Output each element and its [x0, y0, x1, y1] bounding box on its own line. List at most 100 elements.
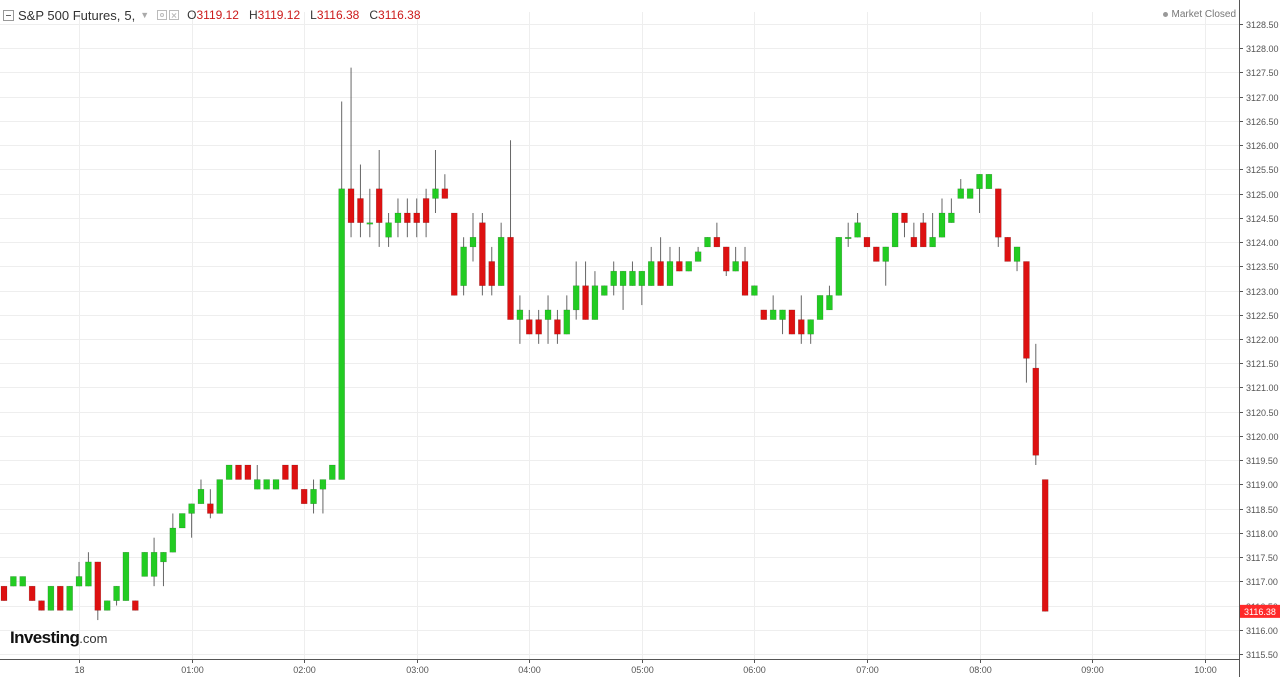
candle-body	[94, 561, 102, 611]
y-tick-label: 3122.50	[1246, 311, 1279, 321]
candle-body	[450, 212, 458, 296]
candle	[38, 600, 45, 611]
candle	[779, 309, 786, 335]
candle	[103, 600, 111, 611]
candle-body	[85, 561, 92, 587]
symbol-title: S&P 500 Futures,	[18, 7, 121, 23]
candle-body	[291, 464, 299, 490]
candle	[957, 179, 965, 199]
candle-body	[357, 198, 364, 223]
candle-body	[385, 222, 392, 238]
axes	[0, 0, 1240, 677]
candle	[366, 188, 374, 238]
low-label: L	[310, 8, 317, 22]
candle-body	[966, 188, 974, 199]
candle	[854, 213, 861, 238]
candle-body	[610, 270, 617, 286]
candle-body	[1041, 479, 1049, 612]
candle-body	[582, 285, 589, 320]
candle	[863, 236, 871, 248]
low-value: 3116.38	[316, 8, 360, 22]
candle	[422, 188, 430, 238]
candle-body	[844, 236, 852, 239]
candle	[122, 551, 130, 601]
candle-body	[0, 585, 8, 601]
candle-body	[479, 222, 486, 286]
candle	[610, 261, 617, 296]
brand-logo[interactable]: Investing.com	[10, 628, 107, 648]
candle	[338, 101, 345, 480]
candle-body	[422, 198, 430, 223]
candle-body	[891, 212, 899, 248]
candle	[28, 585, 36, 601]
x-tick-label: 02:00	[293, 665, 316, 675]
open-label: O	[187, 8, 197, 22]
candle	[1041, 479, 1049, 612]
open-value: 3119.12	[196, 8, 239, 22]
candle-body	[28, 585, 36, 601]
y-tick-label: 3127.00	[1246, 93, 1279, 103]
ohlc-high: H3119.12	[249, 8, 300, 22]
candle	[807, 319, 814, 344]
candle	[741, 246, 749, 296]
candle	[291, 464, 299, 490]
interval-label: 5,	[124, 7, 136, 23]
candle-body	[666, 261, 674, 286]
candle-body	[863, 236, 871, 248]
ohlc-readout: O3119.12 H3119.12 L3116.38 C3116.38	[187, 8, 420, 22]
last-price-box	[1240, 604, 1280, 618]
candle	[85, 552, 92, 587]
chevron-down-icon[interactable]: ▼	[140, 10, 150, 20]
candle-body	[713, 236, 721, 248]
candle-body	[254, 479, 261, 490]
candle	[582, 261, 589, 320]
candle-body	[694, 251, 702, 262]
candle	[882, 246, 889, 286]
candle-body	[319, 479, 327, 490]
candle	[976, 173, 983, 213]
candle-body	[769, 309, 777, 320]
candle	[404, 198, 411, 238]
candle	[769, 295, 777, 320]
collapse-icon[interactable]	[3, 9, 14, 21]
candle-body	[601, 285, 608, 296]
y-tick-label: 3119.00	[1246, 480, 1278, 490]
y-tick-label: 3121.00	[1246, 383, 1279, 393]
candle	[254, 465, 261, 490]
close-icon[interactable]	[169, 10, 180, 20]
candle-body	[432, 188, 439, 199]
candle-body	[751, 285, 758, 296]
y-tick-label: 3122.00	[1246, 335, 1279, 345]
candle	[263, 479, 270, 490]
candle	[178, 513, 186, 529]
candle-body	[404, 212, 411, 223]
candle	[516, 295, 524, 344]
candle	[94, 561, 102, 621]
y-tick-label: 3118.00	[1246, 529, 1278, 539]
candle-body	[647, 261, 655, 286]
candle	[732, 246, 739, 272]
candle	[375, 150, 383, 247]
candle	[535, 309, 542, 344]
candle	[554, 309, 561, 344]
candle	[826, 285, 833, 311]
y-tick-label: 3128.00	[1246, 44, 1279, 54]
candle-body	[741, 261, 749, 296]
candle	[132, 600, 139, 611]
candle	[244, 464, 252, 480]
candle	[310, 479, 317, 514]
candle	[910, 222, 918, 248]
candle	[19, 576, 27, 587]
candle	[657, 237, 664, 286]
candle	[751, 285, 758, 296]
candle-body	[347, 188, 355, 223]
candle	[1032, 343, 1040, 465]
candle-body	[563, 309, 571, 335]
candle	[10, 576, 17, 587]
eye-icon[interactable]	[157, 10, 168, 20]
candle	[66, 585, 73, 611]
candle	[216, 479, 223, 514]
candle-body	[244, 464, 252, 480]
